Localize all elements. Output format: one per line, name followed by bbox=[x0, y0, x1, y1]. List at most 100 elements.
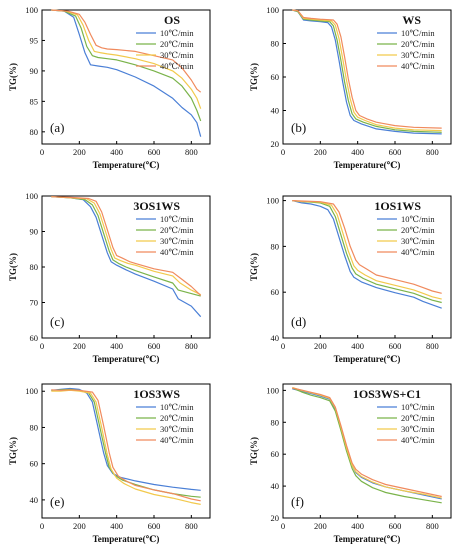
series-line-20 bbox=[292, 9, 442, 133]
x-tick-label: 0 bbox=[40, 147, 44, 157]
series-line-10 bbox=[292, 9, 442, 135]
legend-label: 40℃/min bbox=[401, 435, 435, 445]
x-tick-label: 800 bbox=[426, 147, 439, 157]
x-tick-label: 600 bbox=[148, 341, 161, 351]
panel-label: (a) bbox=[50, 120, 64, 135]
y-axis-label: TG(%) bbox=[249, 437, 259, 465]
y-tick-label: 95 bbox=[30, 35, 39, 45]
x-tick-label: 400 bbox=[110, 147, 123, 157]
y-axis-label: TG(%) bbox=[8, 253, 18, 281]
series-line-30 bbox=[51, 389, 201, 505]
series-line-30 bbox=[292, 386, 442, 499]
panel-label: (b) bbox=[291, 120, 306, 135]
x-tick-label: 800 bbox=[185, 521, 198, 531]
y-tick-label: 90 bbox=[30, 227, 39, 237]
legend-label: 40℃/min bbox=[401, 61, 435, 71]
y-axis-label: TG(%) bbox=[249, 253, 259, 281]
y-axis-label: TG(%) bbox=[8, 437, 18, 465]
x-tick-label: 200 bbox=[73, 341, 86, 351]
legend-label: 10℃/min bbox=[401, 28, 435, 38]
x-tick-label: 600 bbox=[148, 521, 161, 531]
y-tick-label: 40 bbox=[271, 481, 280, 491]
series-line-20 bbox=[51, 196, 201, 297]
chart-title: OS bbox=[164, 13, 180, 27]
y-tick-label: 100 bbox=[266, 5, 279, 15]
y-tick-label: 80 bbox=[271, 39, 280, 49]
y-tick-label: 20 bbox=[271, 513, 280, 523]
y-tick-label: 20 bbox=[271, 139, 280, 149]
y-tick-label: 80 bbox=[271, 241, 280, 251]
legend-label: 30℃/min bbox=[160, 50, 194, 60]
series-line-30 bbox=[292, 9, 442, 132]
legend-label: 10℃/min bbox=[160, 402, 194, 412]
chart-panel-6: 0 200 400 600 800 20 40 60 80 100 Temperature(℃) TG… bbox=[249, 383, 452, 544]
legend-label: 10℃/min bbox=[160, 28, 194, 38]
x-tick-label: 0 bbox=[281, 521, 285, 531]
x-tick-label: 800 bbox=[185, 147, 198, 157]
y-tick-label: 80 bbox=[30, 262, 39, 272]
legend-label: 20℃/min bbox=[160, 39, 194, 49]
x-tick-label: 400 bbox=[351, 341, 364, 351]
series-line-40 bbox=[51, 9, 202, 93]
y-tick-label: 60 bbox=[271, 287, 280, 297]
x-tick-label: 400 bbox=[351, 521, 364, 531]
chart-title: 1OS3WS+C1 bbox=[353, 387, 421, 401]
series-line-20 bbox=[292, 200, 442, 304]
y-tick-label: 80 bbox=[30, 422, 39, 432]
series-line-10 bbox=[51, 9, 202, 137]
plot-frame bbox=[41, 9, 211, 145]
legend-label: 40℃/min bbox=[401, 247, 435, 257]
x-axis-label: Temperature(℃) bbox=[93, 354, 160, 364]
x-tick-label: 600 bbox=[148, 147, 161, 157]
chart-title: 1OS1WS bbox=[374, 199, 421, 213]
y-tick-label: 40 bbox=[271, 106, 280, 116]
chart-panel-1: 0 200 400 600 800 80 85 90 95 100 Temperature(℃) TG… bbox=[8, 5, 211, 170]
legend-label: 20℃/min bbox=[160, 413, 194, 423]
x-tick-label: 0 bbox=[281, 147, 285, 157]
x-tick-label: 800 bbox=[185, 341, 198, 351]
plot-frame bbox=[41, 383, 211, 519]
x-tick-label: 600 bbox=[389, 341, 402, 351]
series-line-40 bbox=[51, 389, 201, 502]
y-tick-label: 80 bbox=[271, 417, 280, 427]
legend-label: 10℃/min bbox=[401, 214, 435, 224]
legend-label: 30℃/min bbox=[160, 424, 194, 434]
plot-frame bbox=[282, 195, 452, 339]
series-line-30 bbox=[51, 196, 201, 296]
y-tick-label: 100 bbox=[266, 385, 279, 395]
legend-label: 20℃/min bbox=[160, 225, 194, 235]
y-tick-label: 60 bbox=[30, 333, 39, 343]
y-tick-label: 40 bbox=[271, 333, 280, 343]
y-tick-label: 100 bbox=[25, 191, 38, 201]
legend-label: 10℃/min bbox=[401, 402, 435, 412]
chart-title: WS bbox=[402, 13, 421, 27]
legend-label: 20℃/min bbox=[401, 39, 435, 49]
y-tick-label: 100 bbox=[25, 5, 38, 15]
series-line-20 bbox=[51, 9, 202, 122]
chart-panel-2: 0 200 400 600 800 20 40 60 80 100 Temperature(℃) TG… bbox=[249, 5, 452, 170]
y-tick-label: 60 bbox=[271, 449, 280, 459]
series-line-10 bbox=[51, 196, 202, 318]
x-axis-label: Temperature(℃) bbox=[93, 534, 160, 544]
y-tick-label: 100 bbox=[266, 196, 279, 206]
legend-label: 30℃/min bbox=[401, 50, 435, 60]
series-line-10 bbox=[292, 200, 442, 309]
legend-label: 40℃/min bbox=[160, 61, 194, 71]
x-tick-label: 600 bbox=[389, 521, 402, 531]
series-line-20 bbox=[292, 387, 442, 504]
x-tick-label: 200 bbox=[314, 341, 327, 351]
chart-panel-5: 0 200 400 600 800 40 60 80 100 Temperature(℃) TG(%… bbox=[8, 383, 211, 544]
y-tick-label: 90 bbox=[30, 66, 39, 76]
y-tick-label: 60 bbox=[30, 459, 39, 469]
x-tick-label: 800 bbox=[426, 341, 439, 351]
y-tick-label: 80 bbox=[30, 127, 39, 137]
x-tick-label: 200 bbox=[73, 521, 86, 531]
chart-panel-3: 0 200 400 600 800 60 70 80 90 100 Temperature(℃) TG… bbox=[8, 191, 211, 364]
y-axis-label: TG(%) bbox=[8, 63, 18, 91]
x-tick-label: 400 bbox=[351, 147, 364, 157]
x-axis-label: Temperature(℃) bbox=[334, 354, 401, 364]
y-tick-label: 60 bbox=[271, 72, 280, 82]
plot-frame bbox=[282, 383, 452, 519]
x-tick-label: 0 bbox=[40, 341, 44, 351]
